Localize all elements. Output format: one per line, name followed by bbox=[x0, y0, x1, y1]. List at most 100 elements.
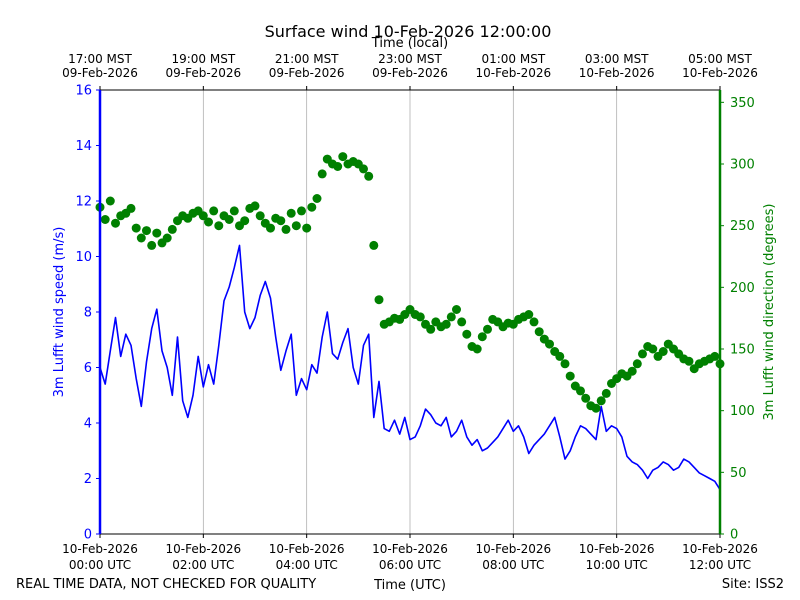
wind-direction-point bbox=[100, 215, 110, 224]
wind-direction-point bbox=[152, 228, 162, 238]
wind-direction-point bbox=[312, 194, 322, 203]
wind-direction-point bbox=[441, 319, 451, 329]
wind-direction-point bbox=[229, 206, 239, 216]
wind-direction-point bbox=[581, 393, 591, 403]
wind-direction-point bbox=[555, 351, 565, 361]
y-right-tick-label: 100 bbox=[730, 404, 755, 419]
wind-direction-point bbox=[426, 324, 436, 334]
top-tick-label-date: 09-Feb-2026 bbox=[372, 66, 448, 80]
y-right-tick-label: 250 bbox=[730, 219, 755, 234]
wind-direction-point bbox=[545, 339, 554, 349]
top-axis-label: Time (local) bbox=[371, 36, 448, 51]
top-tick-label-date: 09-Feb-2026 bbox=[269, 66, 345, 80]
y-left-tick-label: 12 bbox=[75, 195, 92, 210]
wind-direction-point bbox=[710, 351, 720, 361]
y-right-tick-label: 200 bbox=[730, 281, 755, 296]
wind-direction-point bbox=[658, 347, 668, 356]
y-left-tick-label: 4 bbox=[84, 417, 92, 432]
wind-direction-point bbox=[307, 202, 317, 212]
wind-direction-point bbox=[142, 226, 151, 236]
y-left-tick-label: 0 bbox=[84, 528, 92, 543]
wind-direction-point bbox=[204, 217, 213, 227]
plot-area bbox=[95, 152, 725, 491]
y-left-tick-label: 16 bbox=[75, 84, 92, 99]
top-tick-label-time: 03:00 MST bbox=[585, 52, 649, 66]
wind-direction-point bbox=[255, 211, 265, 221]
wind-direction-point bbox=[369, 240, 379, 250]
y-right-tick-label: 300 bbox=[730, 158, 755, 173]
wind-direction-point bbox=[457, 317, 467, 327]
wind-direction-point bbox=[111, 218, 120, 228]
wind-direction-point bbox=[452, 305, 461, 314]
x-tick-label-time: 08:00 UTC bbox=[482, 558, 544, 572]
top-tick-label-time: 17:00 MST bbox=[68, 52, 132, 66]
wind-direction-point bbox=[126, 203, 136, 213]
wind-direction-point bbox=[338, 152, 348, 162]
quality-disclaimer: REAL TIME DATA, NOT CHECKED FOR QUALITY bbox=[16, 577, 316, 592]
wind-direction-point bbox=[167, 224, 177, 234]
x-tick-label-date: 10-Feb-2026 bbox=[475, 542, 551, 556]
wind-direction-point bbox=[462, 329, 472, 339]
wind-direction-point bbox=[601, 388, 611, 398]
wind-direction-point bbox=[415, 312, 425, 322]
y-left-tick-label: 8 bbox=[84, 306, 92, 321]
wind-direction-point bbox=[250, 201, 260, 211]
x-tick-label-date: 10-Feb-2026 bbox=[62, 542, 138, 556]
wind-direction-point bbox=[286, 208, 296, 218]
wind-direction-point bbox=[684, 356, 694, 366]
x-tick-label-time: 10:00 UTC bbox=[586, 558, 648, 572]
y-left-tick-label: 14 bbox=[75, 139, 92, 154]
wind-direction-point bbox=[446, 312, 456, 322]
y-right-axis-label: 3m Lufft wind direction (degrees) bbox=[762, 204, 777, 421]
wind-direction-point bbox=[333, 162, 343, 171]
wind-direction-point bbox=[596, 396, 606, 406]
top-tick-label-date: 09-Feb-2026 bbox=[62, 66, 138, 80]
y-left-axis-label: 3m Lufft wind speed (m/s) bbox=[52, 227, 67, 398]
wind-direction-point bbox=[648, 344, 658, 354]
x-tick-label-date: 10-Feb-2026 bbox=[372, 542, 448, 556]
wind-direction-point bbox=[632, 359, 642, 369]
site-label: Site: ISS2 bbox=[722, 577, 784, 592]
wind-direction-point bbox=[472, 344, 482, 354]
x-tick-label-date: 10-Feb-2026 bbox=[682, 542, 758, 556]
wind-direction-point bbox=[524, 310, 534, 319]
top-tick-label-time: 21:00 MST bbox=[275, 52, 339, 66]
x-tick-label-time: 12:00 UTC bbox=[689, 558, 751, 572]
wind-direction-point bbox=[297, 206, 306, 216]
top-tick-label-time: 05:00 MST bbox=[688, 52, 752, 66]
wind-direction-point bbox=[281, 224, 291, 234]
x-tick-label-time: 02:00 UTC bbox=[172, 558, 234, 572]
wind-direction-point bbox=[276, 216, 286, 226]
wind-direction-point bbox=[214, 221, 224, 231]
wind-direction-point bbox=[627, 366, 637, 376]
wind-direction-point bbox=[291, 221, 301, 231]
wind-direction-point bbox=[576, 386, 585, 396]
y-right-tick-label: 50 bbox=[730, 466, 747, 481]
y-right-tick-label: 150 bbox=[730, 343, 755, 358]
wind-direction-point bbox=[565, 371, 575, 381]
top-tick-label-time: 23:00 MST bbox=[378, 52, 442, 66]
wind-speed-line bbox=[99, 244, 721, 491]
wind-direction-point bbox=[560, 359, 570, 369]
y-right-tick-label: 350 bbox=[730, 96, 755, 111]
wind-direction-point bbox=[302, 223, 312, 233]
y-left-tick-label: 10 bbox=[75, 250, 92, 265]
top-tick-label-date: 10-Feb-2026 bbox=[682, 66, 758, 80]
x-tick-label-date: 10-Feb-2026 bbox=[165, 542, 241, 556]
x-tick-label-time: 06:00 UTC bbox=[379, 558, 441, 572]
wind-direction-point bbox=[374, 295, 384, 305]
wind-direction-point bbox=[317, 169, 327, 179]
wind-direction-point bbox=[209, 206, 219, 216]
x-tick-label-time: 00:00 UTC bbox=[69, 558, 131, 572]
wind-direction-point bbox=[483, 324, 492, 334]
wind-direction-point bbox=[529, 317, 539, 327]
wind-direction-point bbox=[477, 332, 487, 342]
wind-direction-point bbox=[105, 196, 115, 206]
wind-direction-point bbox=[147, 240, 157, 250]
wind-direction-point bbox=[162, 233, 172, 243]
chart-title: Surface wind 10-Feb-2026 12:00:00 bbox=[265, 22, 552, 41]
wind-direction-point bbox=[638, 349, 647, 359]
top-tick-label-time: 19:00 MST bbox=[171, 52, 235, 66]
wind-direction-point bbox=[266, 223, 275, 233]
